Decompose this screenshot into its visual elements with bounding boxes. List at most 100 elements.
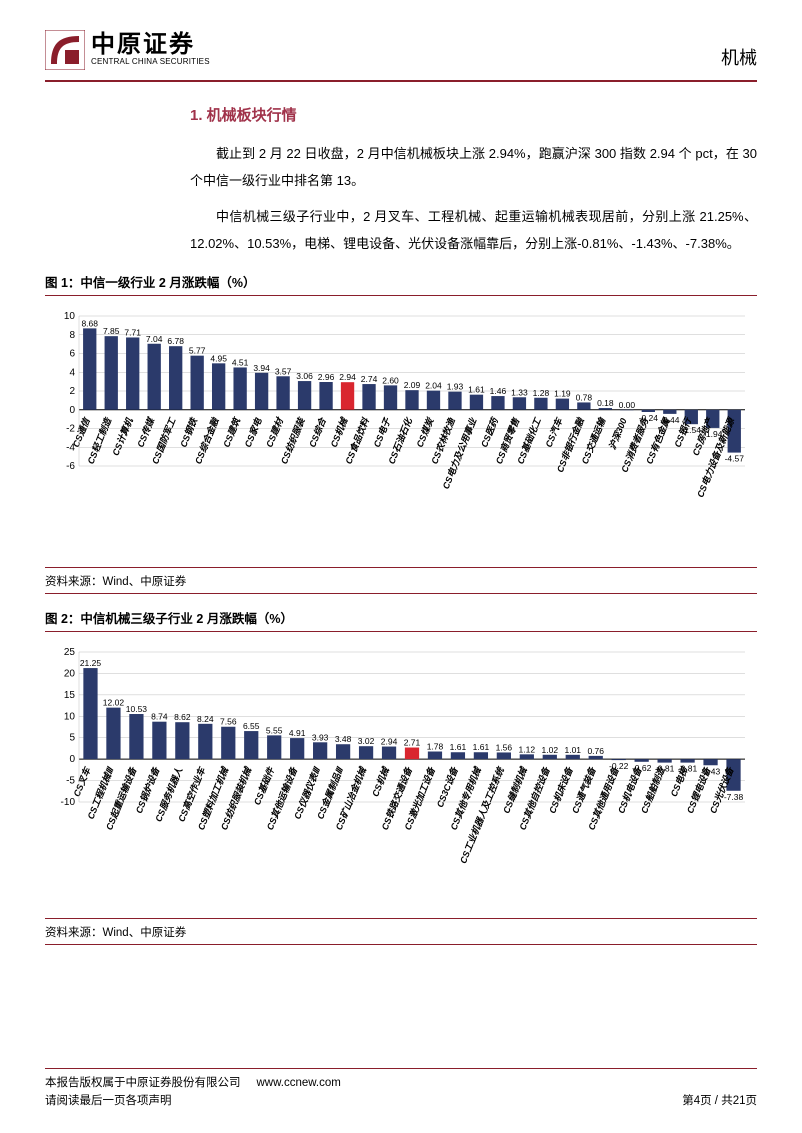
- svg-text:0.18: 0.18: [597, 398, 614, 408]
- logo: 中原证券 CENTRAL CHINA SECURITIES: [45, 30, 210, 70]
- footer-copyright: 本报告版权属于中原证券股份有限公司: [45, 1077, 241, 1089]
- svg-text:7.56: 7.56: [220, 716, 237, 726]
- fig1-source: 资料来源：Wind、中原证券: [45, 568, 757, 594]
- svg-text:1.02: 1.02: [542, 744, 559, 754]
- footer-disclaimer: 请阅读最后一页各项声明: [45, 1093, 172, 1111]
- svg-text:2.09: 2.09: [404, 380, 421, 390]
- svg-text:10: 10: [64, 711, 76, 722]
- svg-text:2.71: 2.71: [404, 737, 421, 747]
- header-rule: [45, 80, 757, 82]
- svg-text:4.51: 4.51: [232, 357, 249, 367]
- svg-text:2.94: 2.94: [339, 372, 356, 382]
- svg-text:CS传媒: CS传媒: [135, 414, 156, 448]
- svg-text:15: 15: [64, 689, 76, 700]
- svg-text:CS医药: CS医药: [479, 414, 500, 448]
- svg-text:1.61: 1.61: [473, 742, 490, 752]
- svg-text:21.25: 21.25: [80, 658, 102, 668]
- svg-text:2.04: 2.04: [425, 380, 442, 390]
- svg-text:8.62: 8.62: [174, 712, 191, 722]
- svg-text:-10: -10: [61, 797, 76, 808]
- svg-text:10.53: 10.53: [126, 704, 148, 714]
- svg-text:0.78: 0.78: [576, 392, 593, 402]
- svg-text:0: 0: [69, 404, 75, 415]
- logo-mark-icon: [45, 30, 85, 70]
- svg-text:-5: -5: [66, 775, 75, 786]
- svg-text:0: 0: [69, 754, 75, 765]
- svg-text:CS机械: CS机械: [370, 764, 391, 798]
- svg-text:4.91: 4.91: [289, 728, 306, 738]
- svg-text:CS电子: CS电子: [372, 415, 393, 448]
- svg-text:1.46: 1.46: [490, 386, 507, 396]
- fig1-chart: -6-4-202468108.68CS通信7.85CS轻工制造7.71CS计算机…: [45, 296, 757, 568]
- paragraph-1: 截止到 2 月 22 日收盘，2 月中信机械板块上涨 2.94%，跑赢沪深 30…: [190, 141, 757, 194]
- fig2-title: 图 2：中信机械三级子行业 2 月涨跌幅（%）: [45, 608, 757, 632]
- svg-text:2.60: 2.60: [382, 375, 399, 385]
- svg-text:8.74: 8.74: [151, 711, 168, 721]
- svg-text:1.12: 1.12: [519, 744, 536, 754]
- svg-text:CS工业机器人及工控系统: CS工业机器人及工控系统: [458, 764, 506, 865]
- svg-text:6.55: 6.55: [243, 721, 260, 731]
- svg-text:3.94: 3.94: [253, 362, 270, 372]
- svg-text:1.33: 1.33: [511, 387, 528, 397]
- svg-text:5.77: 5.77: [189, 345, 206, 355]
- fig2-chart: -10-5051015202521.25CS叉车12.02CS工程机械Ⅲ10.5…: [45, 632, 757, 919]
- footer-pagenum: 第4页 / 共21页: [682, 1093, 757, 1111]
- svg-text:CS基础件: CS基础件: [252, 765, 276, 806]
- svg-text:CS家电: CS家电: [243, 415, 264, 448]
- svg-text:5.55: 5.55: [266, 725, 283, 735]
- svg-text:8.68: 8.68: [81, 318, 98, 328]
- svg-text:-6: -6: [66, 461, 75, 472]
- svg-text:5: 5: [69, 732, 75, 743]
- svg-text:12.02: 12.02: [103, 697, 125, 707]
- svg-text:0.76: 0.76: [587, 745, 604, 755]
- svg-text:20: 20: [64, 668, 76, 679]
- svg-text:1.61: 1.61: [468, 384, 485, 394]
- svg-text:7.04: 7.04: [146, 333, 163, 343]
- svg-text:4.95: 4.95: [210, 353, 227, 363]
- svg-text:7.71: 7.71: [124, 327, 141, 337]
- fig2-source: 资料来源：Wind、中原证券: [45, 919, 757, 945]
- svg-text:-4.57: -4.57: [725, 453, 745, 463]
- svg-text:3.57: 3.57: [275, 366, 292, 376]
- svg-text:6.78: 6.78: [167, 336, 184, 346]
- svg-text:2.74: 2.74: [361, 374, 378, 384]
- svg-text:1.78: 1.78: [427, 741, 444, 751]
- svg-text:2.96: 2.96: [318, 372, 335, 382]
- svg-text:CS建筑: CS建筑: [221, 414, 242, 448]
- svg-text:CS煤炭: CS煤炭: [415, 415, 436, 448]
- svg-text:1.19: 1.19: [554, 388, 571, 398]
- svg-text:7.85: 7.85: [103, 326, 120, 336]
- svg-text:-7.38: -7.38: [724, 791, 744, 801]
- svg-text:2: 2: [69, 386, 75, 397]
- svg-text:-2: -2: [66, 423, 75, 434]
- svg-text:CS汽车: CS汽车: [544, 414, 565, 448]
- svg-text:CS建材: CS建材: [264, 414, 285, 448]
- svg-text:1.28: 1.28: [533, 387, 550, 397]
- svg-text:8.24: 8.24: [197, 713, 214, 723]
- footer-url: www.ccnew.com: [256, 1077, 340, 1089]
- svg-text:3.48: 3.48: [335, 734, 352, 744]
- svg-text:沪深300: 沪深300: [607, 416, 629, 450]
- svg-text:CS机械: CS机械: [329, 414, 350, 448]
- svg-text:3.93: 3.93: [312, 732, 329, 742]
- svg-text:3.02: 3.02: [358, 736, 375, 746]
- logo-cn-text: 中原证券: [91, 33, 210, 58]
- page-header: 中原证券 CENTRAL CHINA SECURITIES 机械: [45, 30, 757, 78]
- svg-text:CS计算机: CS计算机: [110, 415, 134, 456]
- header-category: 机械: [721, 44, 757, 70]
- svg-text:1.93: 1.93: [447, 381, 464, 391]
- svg-text:2.94: 2.94: [381, 736, 398, 746]
- svg-text:10: 10: [64, 311, 76, 322]
- svg-text:3.06: 3.06: [296, 371, 313, 381]
- svg-text:6: 6: [69, 348, 75, 359]
- svg-text:0.00: 0.00: [619, 399, 636, 409]
- svg-text:8: 8: [69, 329, 75, 340]
- svg-text:4: 4: [69, 367, 75, 378]
- svg-text:1.56: 1.56: [496, 742, 513, 752]
- svg-text:1.61: 1.61: [450, 742, 467, 752]
- section-title: 1. 机械板块行情: [190, 104, 757, 125]
- svg-text:25: 25: [64, 647, 76, 658]
- page-footer: 本报告版权属于中原证券股份有限公司 www.ccnew.com 请阅读最后一页各…: [45, 1068, 757, 1111]
- fig1-title: 图 1：中信一级行业 2 月涨跌幅（%）: [45, 272, 757, 296]
- paragraph-2: 中信机械三级子行业中，2 月叉车、工程机械、起重运输机械表现居前，分别上涨 21…: [190, 204, 757, 257]
